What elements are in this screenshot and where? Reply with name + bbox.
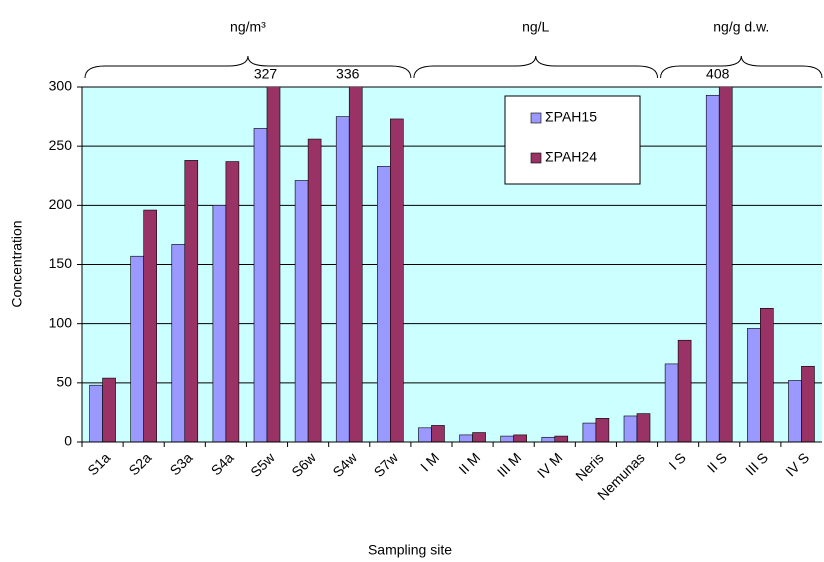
bar	[595, 418, 610, 443]
bar	[266, 87, 281, 443]
x-tick-label: S4a	[208, 449, 237, 478]
y-tick-label: 0	[64, 433, 72, 449]
bar	[513, 434, 527, 443]
bar	[677, 339, 692, 443]
group-brace	[660, 55, 823, 79]
bar	[225, 161, 240, 443]
bar	[253, 128, 268, 443]
bar	[431, 425, 445, 443]
legend-box	[504, 95, 641, 185]
x-axis-title: Sampling site	[368, 542, 452, 558]
bar	[171, 244, 186, 443]
bar	[130, 255, 144, 443]
bar	[747, 328, 761, 443]
x-tick-label: S4w	[329, 449, 360, 480]
x-tick-label: S2a	[125, 449, 154, 478]
bar	[788, 380, 802, 443]
x-tick-label: II S	[704, 449, 730, 475]
x-tick-label: S5w	[247, 449, 278, 480]
group-label: ng/m³	[230, 19, 266, 35]
bar	[554, 435, 569, 443]
bar	[801, 365, 815, 443]
bar	[418, 427, 432, 443]
bar	[636, 413, 651, 443]
legend-label: ΣPAH15	[545, 109, 597, 125]
x-tick-label: III S	[742, 449, 771, 478]
x-tick-label: III M	[494, 449, 525, 480]
bar	[664, 363, 679, 443]
x-tick-label: II M	[455, 449, 483, 477]
bar	[348, 87, 363, 443]
bar	[623, 415, 638, 443]
data-label: 336	[336, 66, 360, 82]
bar	[102, 377, 116, 443]
bar	[500, 435, 514, 443]
x-tick-label: S3a	[167, 449, 196, 478]
bar	[335, 116, 350, 443]
y-axis-title: Concentration	[9, 220, 25, 307]
y-tick-label: 300	[49, 78, 73, 94]
bar	[307, 138, 322, 443]
bar	[760, 307, 774, 443]
bar	[459, 434, 473, 443]
x-tick-label: I S	[665, 449, 688, 472]
x-tick-label: S7w	[371, 449, 402, 480]
legend-swatch	[530, 152, 542, 164]
group-label: ng/L	[522, 19, 549, 35]
x-tick-label: IV M	[534, 449, 566, 481]
bar	[390, 118, 404, 443]
group-brace	[413, 55, 659, 79]
bar	[582, 422, 597, 443]
data-label: 327	[254, 66, 278, 82]
group-brace	[84, 55, 412, 79]
bar	[705, 94, 720, 443]
x-tick-label: S6w	[288, 449, 319, 480]
legend-label: ΣPAH24	[545, 149, 597, 165]
bar	[541, 436, 556, 443]
x-tick-label: Neris	[572, 449, 606, 483]
bar	[212, 205, 227, 443]
bar	[472, 432, 486, 443]
bar	[143, 209, 157, 443]
x-tick-label: S1a	[84, 449, 113, 478]
data-label: 408	[706, 66, 730, 82]
legend-swatch	[530, 112, 542, 124]
x-tick-label: I M	[417, 449, 442, 474]
bar	[294, 180, 309, 443]
y-tick-label: 200	[49, 196, 73, 212]
x-tick-label: IV S	[782, 449, 812, 479]
bar	[89, 384, 103, 443]
y-tick-label: 50	[56, 374, 72, 390]
y-tick-label: 150	[49, 255, 73, 271]
bar	[184, 160, 199, 443]
group-label: ng/g d.w.	[713, 19, 769, 35]
y-tick-label: 100	[49, 314, 73, 330]
y-tick-label: 250	[49, 137, 73, 153]
bar	[377, 165, 391, 443]
